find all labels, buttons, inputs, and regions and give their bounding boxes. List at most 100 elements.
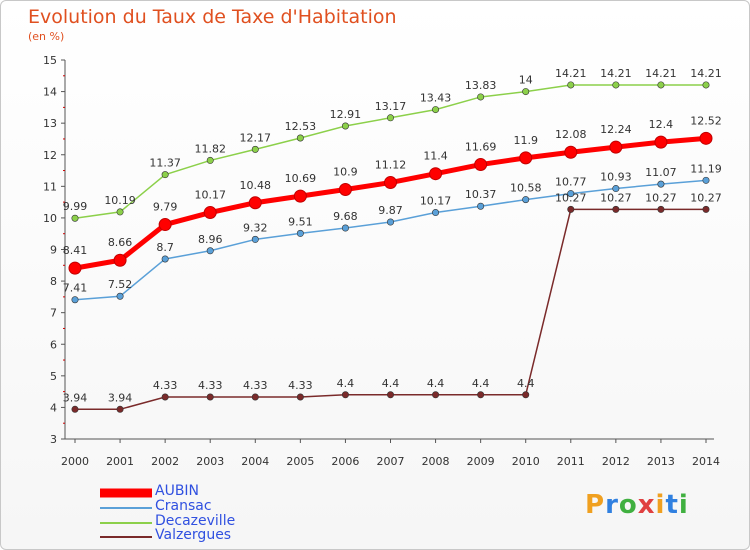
data-label: 14.21 <box>600 67 632 80</box>
data-label: 14 <box>519 74 533 87</box>
data-label: 7.41 <box>63 282 88 295</box>
data-label: 7.52 <box>108 278 133 291</box>
data-label: 11.82 <box>194 142 226 155</box>
x-tick-label: 2013 <box>647 455 675 468</box>
data-label: 4.4 <box>337 377 355 390</box>
y-tick-label: 15 <box>43 54 57 67</box>
data-point <box>386 218 394 226</box>
y-tick-label: 5 <box>50 370 57 383</box>
data-label: 9.32 <box>243 221 268 234</box>
data-label: 10.27 <box>645 191 677 204</box>
data-point <box>341 224 349 232</box>
data-point <box>429 167 443 181</box>
y-tick-label: 9 <box>50 244 57 257</box>
data-label: 8.7 <box>156 241 174 254</box>
data-point <box>567 205 575 213</box>
y-tick-label: 8 <box>50 275 57 288</box>
data-label: 11.4 <box>423 150 448 163</box>
data-label: 10.27 <box>555 191 587 204</box>
data-point <box>702 81 710 89</box>
data-label: 4.33 <box>198 379 223 392</box>
data-label: 4.4 <box>517 377 535 390</box>
data-point <box>341 391 349 399</box>
x-tick-label: 2007 <box>377 455 405 468</box>
data-point <box>161 393 169 401</box>
data-point <box>474 158 488 172</box>
data-point <box>161 255 169 263</box>
data-point <box>71 405 79 413</box>
data-point <box>432 391 440 399</box>
data-label: 14.21 <box>645 67 677 80</box>
data-label: 12.24 <box>600 123 632 136</box>
data-point <box>432 106 440 114</box>
x-tick-label: 2000 <box>61 455 89 468</box>
data-label: 10.17 <box>194 189 226 202</box>
data-point <box>657 205 665 213</box>
data-label: 11.69 <box>465 141 497 154</box>
data-point <box>116 292 124 300</box>
x-tick-label: 2006 <box>331 455 359 468</box>
data-label: 14.21 <box>555 67 587 80</box>
data-point <box>522 196 530 204</box>
data-label: 10.37 <box>465 188 497 201</box>
data-point <box>158 218 172 232</box>
data-label: 11.07 <box>645 166 677 179</box>
data-point <box>71 214 79 222</box>
data-point <box>702 176 710 184</box>
data-label: 12.08 <box>555 128 587 141</box>
data-point <box>477 93 485 101</box>
y-tick-label: 13 <box>43 117 57 130</box>
data-label: 10.27 <box>690 191 722 204</box>
data-label: 13.43 <box>420 92 452 105</box>
x-tick-label: 2003 <box>196 455 224 468</box>
data-label: 10.93 <box>600 171 632 184</box>
data-label: 3.94 <box>108 391 133 404</box>
x-tick-label: 2014 <box>692 455 720 468</box>
y-tick-label: 14 <box>43 86 57 99</box>
data-label: 10.19 <box>104 194 136 207</box>
data-point <box>71 296 79 304</box>
data-label: 8.41 <box>63 244 88 257</box>
data-label: 10.9 <box>333 165 358 178</box>
data-label: 9.87 <box>378 204 403 217</box>
data-label: 8.96 <box>198 233 223 246</box>
data-point <box>116 405 124 413</box>
data-label: 8.66 <box>108 236 133 249</box>
data-point <box>612 185 620 193</box>
data-label: 10.69 <box>285 172 317 185</box>
data-label: 11.12 <box>375 159 407 172</box>
data-point <box>116 208 124 216</box>
data-point <box>519 151 533 165</box>
data-point <box>609 140 623 154</box>
data-label: 4.33 <box>153 379 178 392</box>
legend-label-cransac: Cransac <box>155 498 212 514</box>
data-point <box>206 156 214 164</box>
data-point <box>296 229 304 237</box>
y-tick-label: 4 <box>50 401 57 414</box>
data-point <box>702 205 710 213</box>
data-label: 9.68 <box>333 210 358 223</box>
data-label: 10.77 <box>555 176 587 189</box>
data-label: 12.53 <box>285 120 317 133</box>
data-point <box>161 171 169 179</box>
data-label: 10.48 <box>240 179 272 192</box>
data-label: 10.27 <box>600 191 632 204</box>
data-label: 13.83 <box>465 79 497 92</box>
data-label: 4.33 <box>288 379 313 392</box>
data-point <box>251 393 259 401</box>
data-label: 4.4 <box>427 377 445 390</box>
data-point <box>206 247 214 255</box>
data-point <box>654 135 668 149</box>
data-point <box>386 114 394 122</box>
x-tick-label: 2005 <box>286 455 314 468</box>
data-point <box>477 202 485 210</box>
data-label: 14.21 <box>690 67 722 80</box>
data-point <box>522 88 530 96</box>
data-label: 12.52 <box>690 114 722 127</box>
data-label: 4.4 <box>472 377 490 390</box>
data-label: 10.58 <box>510 182 542 195</box>
data-point <box>203 206 217 220</box>
data-label: 12.4 <box>649 118 674 131</box>
